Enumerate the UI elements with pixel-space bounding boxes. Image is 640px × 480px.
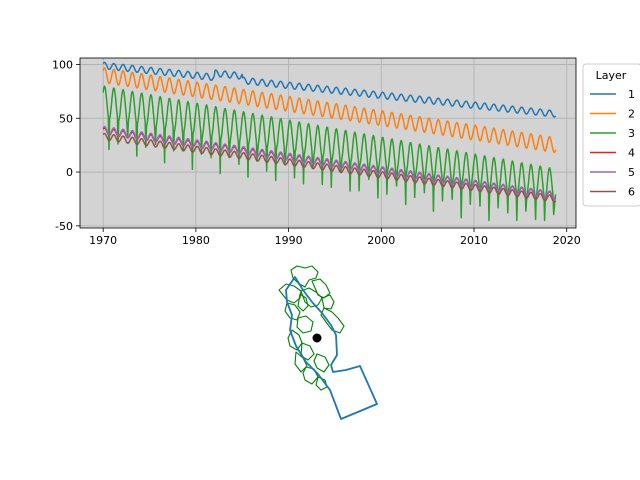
legend-label-6: 6 (628, 186, 635, 199)
x-tick-label: 1980 (182, 234, 210, 247)
subbasin-outlines (278, 265, 345, 391)
subbasin-outline (290, 265, 319, 288)
series-lines (102, 61, 557, 222)
legend-label-2: 2 (628, 108, 635, 121)
subbasin-outline (321, 294, 335, 310)
subbasin-outline (320, 307, 345, 334)
x-tick-label: 2020 (553, 234, 581, 247)
series-line-6 (102, 132, 557, 203)
legend-items: 1 2 3 4 5 6 (590, 88, 635, 199)
subbasin-outline (302, 366, 319, 385)
plot-frame (79, 57, 577, 229)
x-axis: 1970 1980 1990 2000 2010 2020 (89, 228, 581, 247)
y-tick-label: 0 (66, 166, 73, 179)
y-axis: -50 0 50 100 (52, 58, 80, 233)
x-tick-label: 1970 (89, 234, 117, 247)
legend-box (582, 63, 640, 207)
subbasin-outline (296, 315, 314, 334)
model-boundary (285, 276, 378, 420)
series-line-2 (102, 67, 557, 154)
subbasin-outline (278, 283, 302, 304)
x-tick-label: 1990 (275, 234, 303, 247)
subbasin-outline (300, 287, 323, 308)
x-tick-label: 2010 (460, 234, 488, 247)
series-line-5 (102, 125, 557, 201)
subbasin-outline (287, 329, 303, 351)
subbasin-outline (315, 376, 328, 391)
x-tick-label: 2000 (367, 234, 395, 247)
timeseries-panel: 1970 1980 1990 2000 2010 2020 -50 0 50 100 Layer… (52, 57, 640, 247)
grid (80, 58, 576, 228)
legend-label-1: 1 (628, 88, 635, 101)
legend-label-3: 3 (628, 127, 635, 140)
y-tick-label: 100 (52, 58, 73, 71)
map-panel (278, 265, 378, 420)
subbasin-outline (311, 278, 331, 299)
legend: Layer 1 2 3 4 5 6 (582, 63, 640, 207)
series-line-3 (102, 85, 557, 222)
y-tick-label: 50 (59, 112, 73, 125)
legend-label-5: 5 (628, 166, 635, 179)
location-point (312, 333, 322, 343)
subbasin-outline (284, 302, 301, 321)
legend-label-4: 4 (628, 147, 635, 160)
subbasin-outline (313, 353, 330, 373)
legend-title: Layer (596, 69, 627, 82)
series-line-1 (102, 61, 557, 118)
plot-background (80, 58, 576, 228)
y-tick-label: -50 (55, 220, 73, 233)
subbasin-outline (297, 293, 309, 312)
